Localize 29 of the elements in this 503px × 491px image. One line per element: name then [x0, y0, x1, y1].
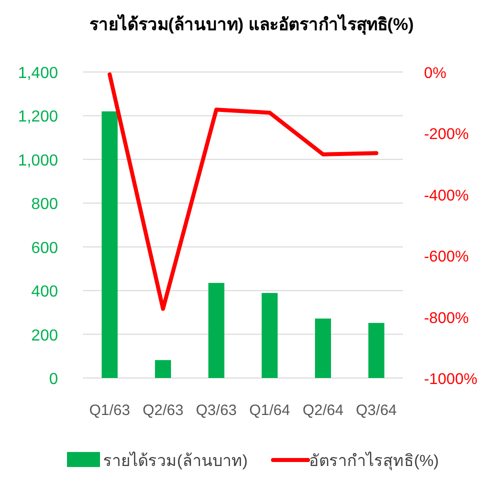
x-tick-label: Q3/63: [196, 402, 237, 419]
y2-tick-label: -1000%: [424, 371, 478, 388]
legend-label: รายได้รวม(ล้านบาท): [103, 451, 248, 470]
bar: [102, 111, 118, 378]
y-tick-label: 200: [31, 327, 58, 344]
legend-label: อัตรากำไรสุทธิ(%): [309, 451, 439, 471]
y-tick-label: 600: [31, 240, 58, 257]
bar: [368, 322, 384, 378]
x-tick-label: Q2/64: [302, 402, 344, 419]
y2-tick-label: -400%: [424, 187, 470, 204]
x-tick-label: Q1/63: [89, 402, 130, 419]
y2-tick-label: -800%: [424, 310, 470, 327]
bar: [155, 360, 171, 378]
y2-tick-label: -200%: [424, 126, 470, 144]
y2-tick-label: -600%: [424, 248, 470, 266]
y-tick-label: 800: [31, 196, 58, 214]
x-tick-label: Q1/64: [249, 402, 290, 419]
chart-title: รายได้รวม(ล้านบาท) และอัตรากำไรสุทธิ(%): [89, 14, 414, 35]
y-tick-label: 1,400: [18, 65, 58, 82]
y2-tick-label: 0%: [424, 65, 447, 82]
y-tick-label: 1,000: [18, 152, 58, 170]
bar: [315, 318, 331, 378]
bar: [262, 292, 278, 378]
x-tick-label: Q3/64: [356, 402, 397, 419]
x-tick-label: Q2/63: [142, 402, 184, 419]
bar: [208, 282, 224, 378]
y-tick-label: 1,200: [18, 108, 58, 126]
y-tick-label: 0: [49, 371, 58, 388]
y-tick-label: 400: [31, 284, 58, 301]
